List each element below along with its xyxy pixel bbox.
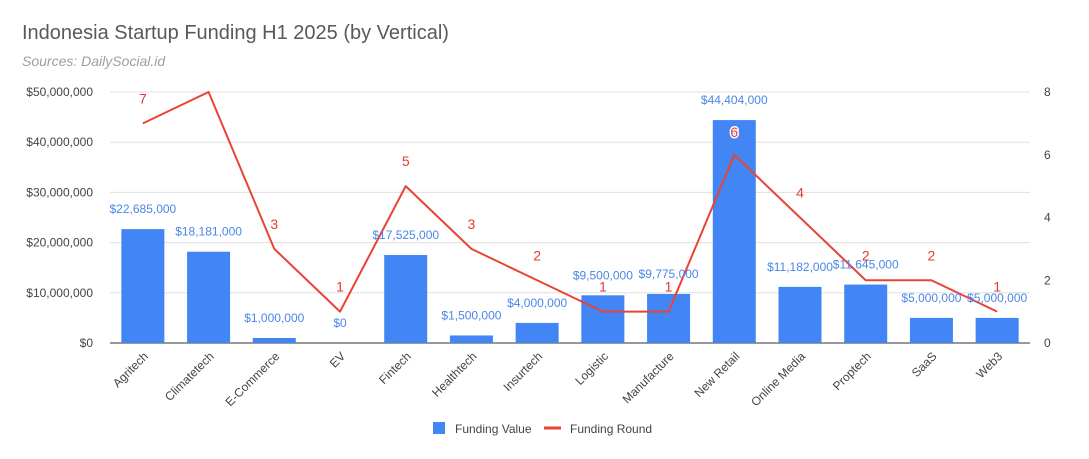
bar [909, 317, 953, 343]
x-tick-label: Fintech [376, 349, 414, 387]
x-tick-label: Logistic [572, 349, 611, 388]
bar-data-label: $1,500,000 [441, 308, 501, 322]
bar [844, 284, 888, 343]
line-data-label: 2 [928, 247, 936, 263]
legend-label: Funding Round [570, 422, 652, 436]
bar [975, 317, 1019, 343]
y-left-tick-label: $20,000,000 [26, 236, 93, 250]
y-right-tick-label: 0 [1044, 336, 1051, 350]
line-data-label: 7 [139, 90, 147, 106]
x-tick-label: E-Commerce [223, 349, 283, 409]
y-left-tick-label: $10,000,000 [26, 286, 93, 300]
y-right-tick-label: 8 [1044, 85, 1051, 99]
bar [187, 251, 231, 343]
legend-swatch-bar [433, 422, 445, 434]
y-left-tick-label: $50,000,000 [26, 85, 93, 99]
bar-data-label: $4,000,000 [507, 296, 567, 310]
bar-data-label: $9,500,000 [573, 268, 633, 282]
y-right-tick-label: 4 [1044, 211, 1051, 225]
chart-title: Indonesia Startup Funding H1 2025 (by Ve… [22, 22, 449, 44]
line-data-label: 1 [599, 279, 607, 295]
y-left-tick-label: $30,000,000 [26, 185, 93, 199]
line-data-label: 6 [730, 124, 738, 140]
x-tick-label: Climatetech [162, 349, 217, 404]
line-data-label: 2 [533, 247, 541, 263]
line-data-label: 3 [468, 216, 476, 232]
bar [449, 335, 493, 343]
bar-data-label: $5,000,000 [967, 291, 1027, 305]
bar [515, 322, 559, 343]
bar-data-label: $11,645,000 [833, 258, 899, 272]
bar [712, 120, 756, 343]
bar [778, 286, 822, 343]
bar-data-label: $18,181,000 [175, 225, 242, 239]
y-left-tick-label: $0 [80, 336, 94, 350]
bar-data-label: $5,000,000 [901, 291, 961, 305]
bar-data-label: $1,000,000 [244, 311, 304, 325]
y-left-tick-label: $40,000,000 [26, 135, 93, 149]
chart-subtitle: Sources: DailySocial.id [22, 53, 166, 69]
x-tick-label: Manufacture [620, 349, 677, 406]
x-tick-label: Healthtech [429, 349, 479, 399]
x-tick-label: Online Media [748, 349, 808, 409]
x-tick-label: Agritech [110, 349, 151, 390]
bar [581, 295, 625, 343]
line-data-label: 1 [993, 279, 1001, 295]
x-tick-label: Proptech [830, 349, 874, 393]
bar [121, 229, 165, 343]
line-data-label: 5 [402, 153, 410, 169]
line-data-label: 1 [665, 279, 673, 295]
x-tick-label: New Retail [691, 349, 742, 400]
x-tick-label: Insurtech [500, 349, 545, 394]
bar [252, 337, 296, 343]
y-right-tick-label: 6 [1044, 148, 1051, 162]
y-right-tick-label: 2 [1044, 273, 1051, 287]
line-data-label: 3 [270, 216, 278, 232]
legend-label: Funding Value [455, 422, 532, 436]
bar-data-label: $0 [333, 316, 347, 330]
bar-data-label: $22,685,000 [109, 202, 176, 216]
bar-data-label: $9,775,000 [639, 267, 699, 281]
bar-data-label: $11,182,000 [767, 260, 833, 274]
x-tick-label: EV [327, 349, 348, 370]
bar [384, 255, 428, 343]
x-tick-label: Web3 [973, 349, 1005, 381]
line-data-label: 4 [796, 185, 804, 201]
line-data-label: 1 [336, 279, 344, 295]
series-line [142, 91, 998, 313]
x-tick-label: SaaS [909, 349, 940, 380]
line-data-label: 2 [862, 247, 870, 263]
bar [647, 293, 691, 343]
bar-data-label: $44,404,000 [701, 93, 768, 107]
bar-data-label: $17,525,000 [372, 228, 439, 242]
